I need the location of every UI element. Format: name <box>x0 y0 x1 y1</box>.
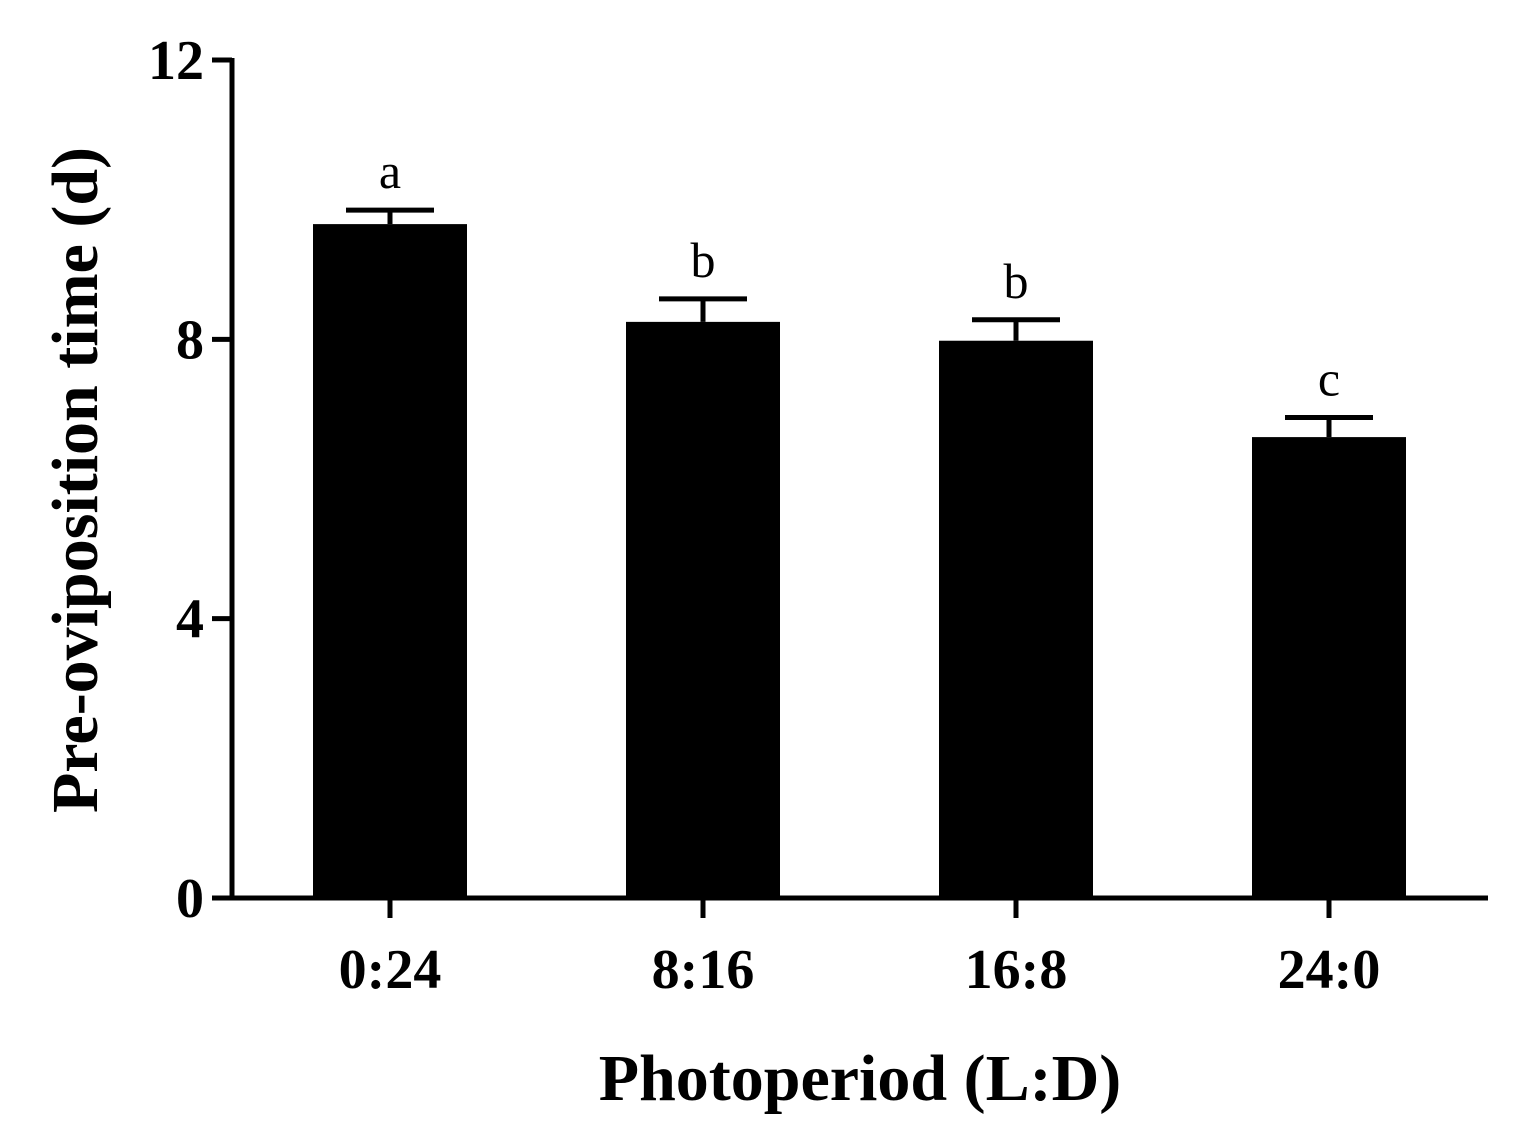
significance-labels-group: a b b c <box>379 143 1340 406</box>
significance-label: c <box>1318 351 1340 407</box>
x-tick-label: 24:0 <box>1278 939 1381 1001</box>
y-tick-label: 12 <box>148 30 204 92</box>
significance-label: b <box>1004 253 1029 309</box>
y-tick-label: 8 <box>176 309 204 371</box>
y-tick-label: 0 <box>176 868 204 930</box>
bar-16-8 <box>939 340 1093 899</box>
y-ticks-group: 0 4 8 12 <box>148 30 232 930</box>
x-tick-label: 8:16 <box>652 939 755 1001</box>
y-axis-title: Pre-oviposition time (d) <box>39 147 112 813</box>
bars-group <box>313 224 1406 899</box>
significance-label: b <box>691 232 716 288</box>
x-ticks-group: 0:24 8:16 16:8 24:0 <box>339 898 1381 1001</box>
error-bars-group <box>346 207 1373 438</box>
significance-label: a <box>379 143 401 199</box>
bar-24-0 <box>1252 437 1406 898</box>
bar-8-16 <box>626 321 780 898</box>
axes-group <box>229 58 1488 901</box>
x-tick-label: 0:24 <box>339 939 442 1001</box>
bar-0-24 <box>313 224 467 898</box>
x-tick-label: 16:8 <box>965 939 1068 1001</box>
x-axis-title: Photoperiod (L:D) <box>599 1042 1121 1115</box>
y-tick-label: 4 <box>176 589 204 651</box>
